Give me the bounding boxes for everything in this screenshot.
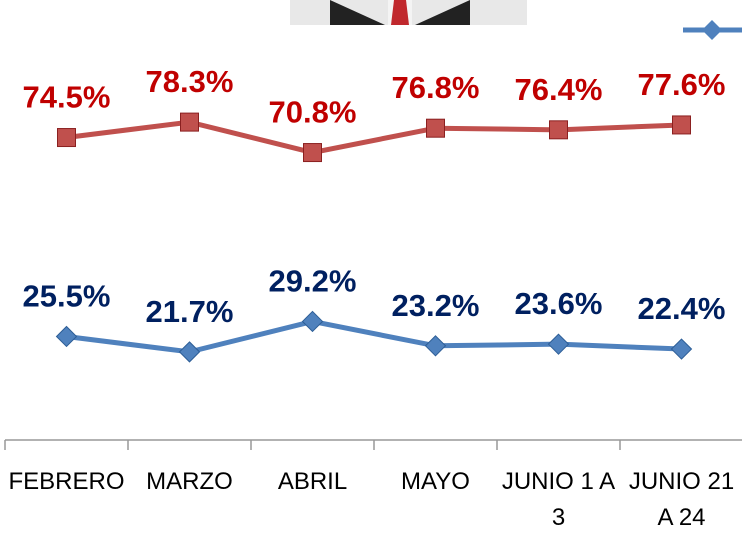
x-tick-label: MAYO <box>401 468 470 495</box>
x-tick-label: JUNIO 1 A 3 <box>501 468 616 531</box>
x-tick-label: FEBRERO <box>8 468 125 495</box>
marker <box>303 143 322 163</box>
marker <box>672 115 691 135</box>
data-label: 76.8% <box>392 70 480 105</box>
data-label: 23.6% <box>515 286 603 321</box>
data-label: 74.5% <box>23 80 111 115</box>
x-tick-label: JUNIO 21 A 24 <box>628 468 735 531</box>
legend <box>683 20 742 40</box>
photo <box>290 0 527 25</box>
data-label: 29.2% <box>269 263 357 298</box>
series-line <box>66 318 682 355</box>
marker <box>426 118 445 138</box>
marker <box>670 338 693 360</box>
marker <box>55 325 78 348</box>
series-line <box>66 119 682 156</box>
x-tick-label: MARZO <box>146 468 233 495</box>
data-label: 70.8% <box>269 95 357 130</box>
legend-marker <box>702 20 722 40</box>
data-label: 21.7% <box>146 294 234 329</box>
x-tick-label: ABRIL <box>277 468 348 495</box>
marker <box>57 128 76 148</box>
marker <box>424 335 447 357</box>
data-label: 77.6% <box>638 67 726 102</box>
marker <box>180 112 199 132</box>
marker <box>549 120 568 140</box>
x-ticks <box>4 440 621 450</box>
marker <box>547 333 570 355</box>
marker <box>301 310 324 333</box>
data-label: 76.4% <box>515 72 603 107</box>
data-label: 23.2% <box>392 288 480 323</box>
data-label: 22.4% <box>638 291 726 326</box>
marker <box>178 341 201 363</box>
data-label: 25.5% <box>23 278 111 313</box>
data-label: 78.3% <box>146 64 234 99</box>
